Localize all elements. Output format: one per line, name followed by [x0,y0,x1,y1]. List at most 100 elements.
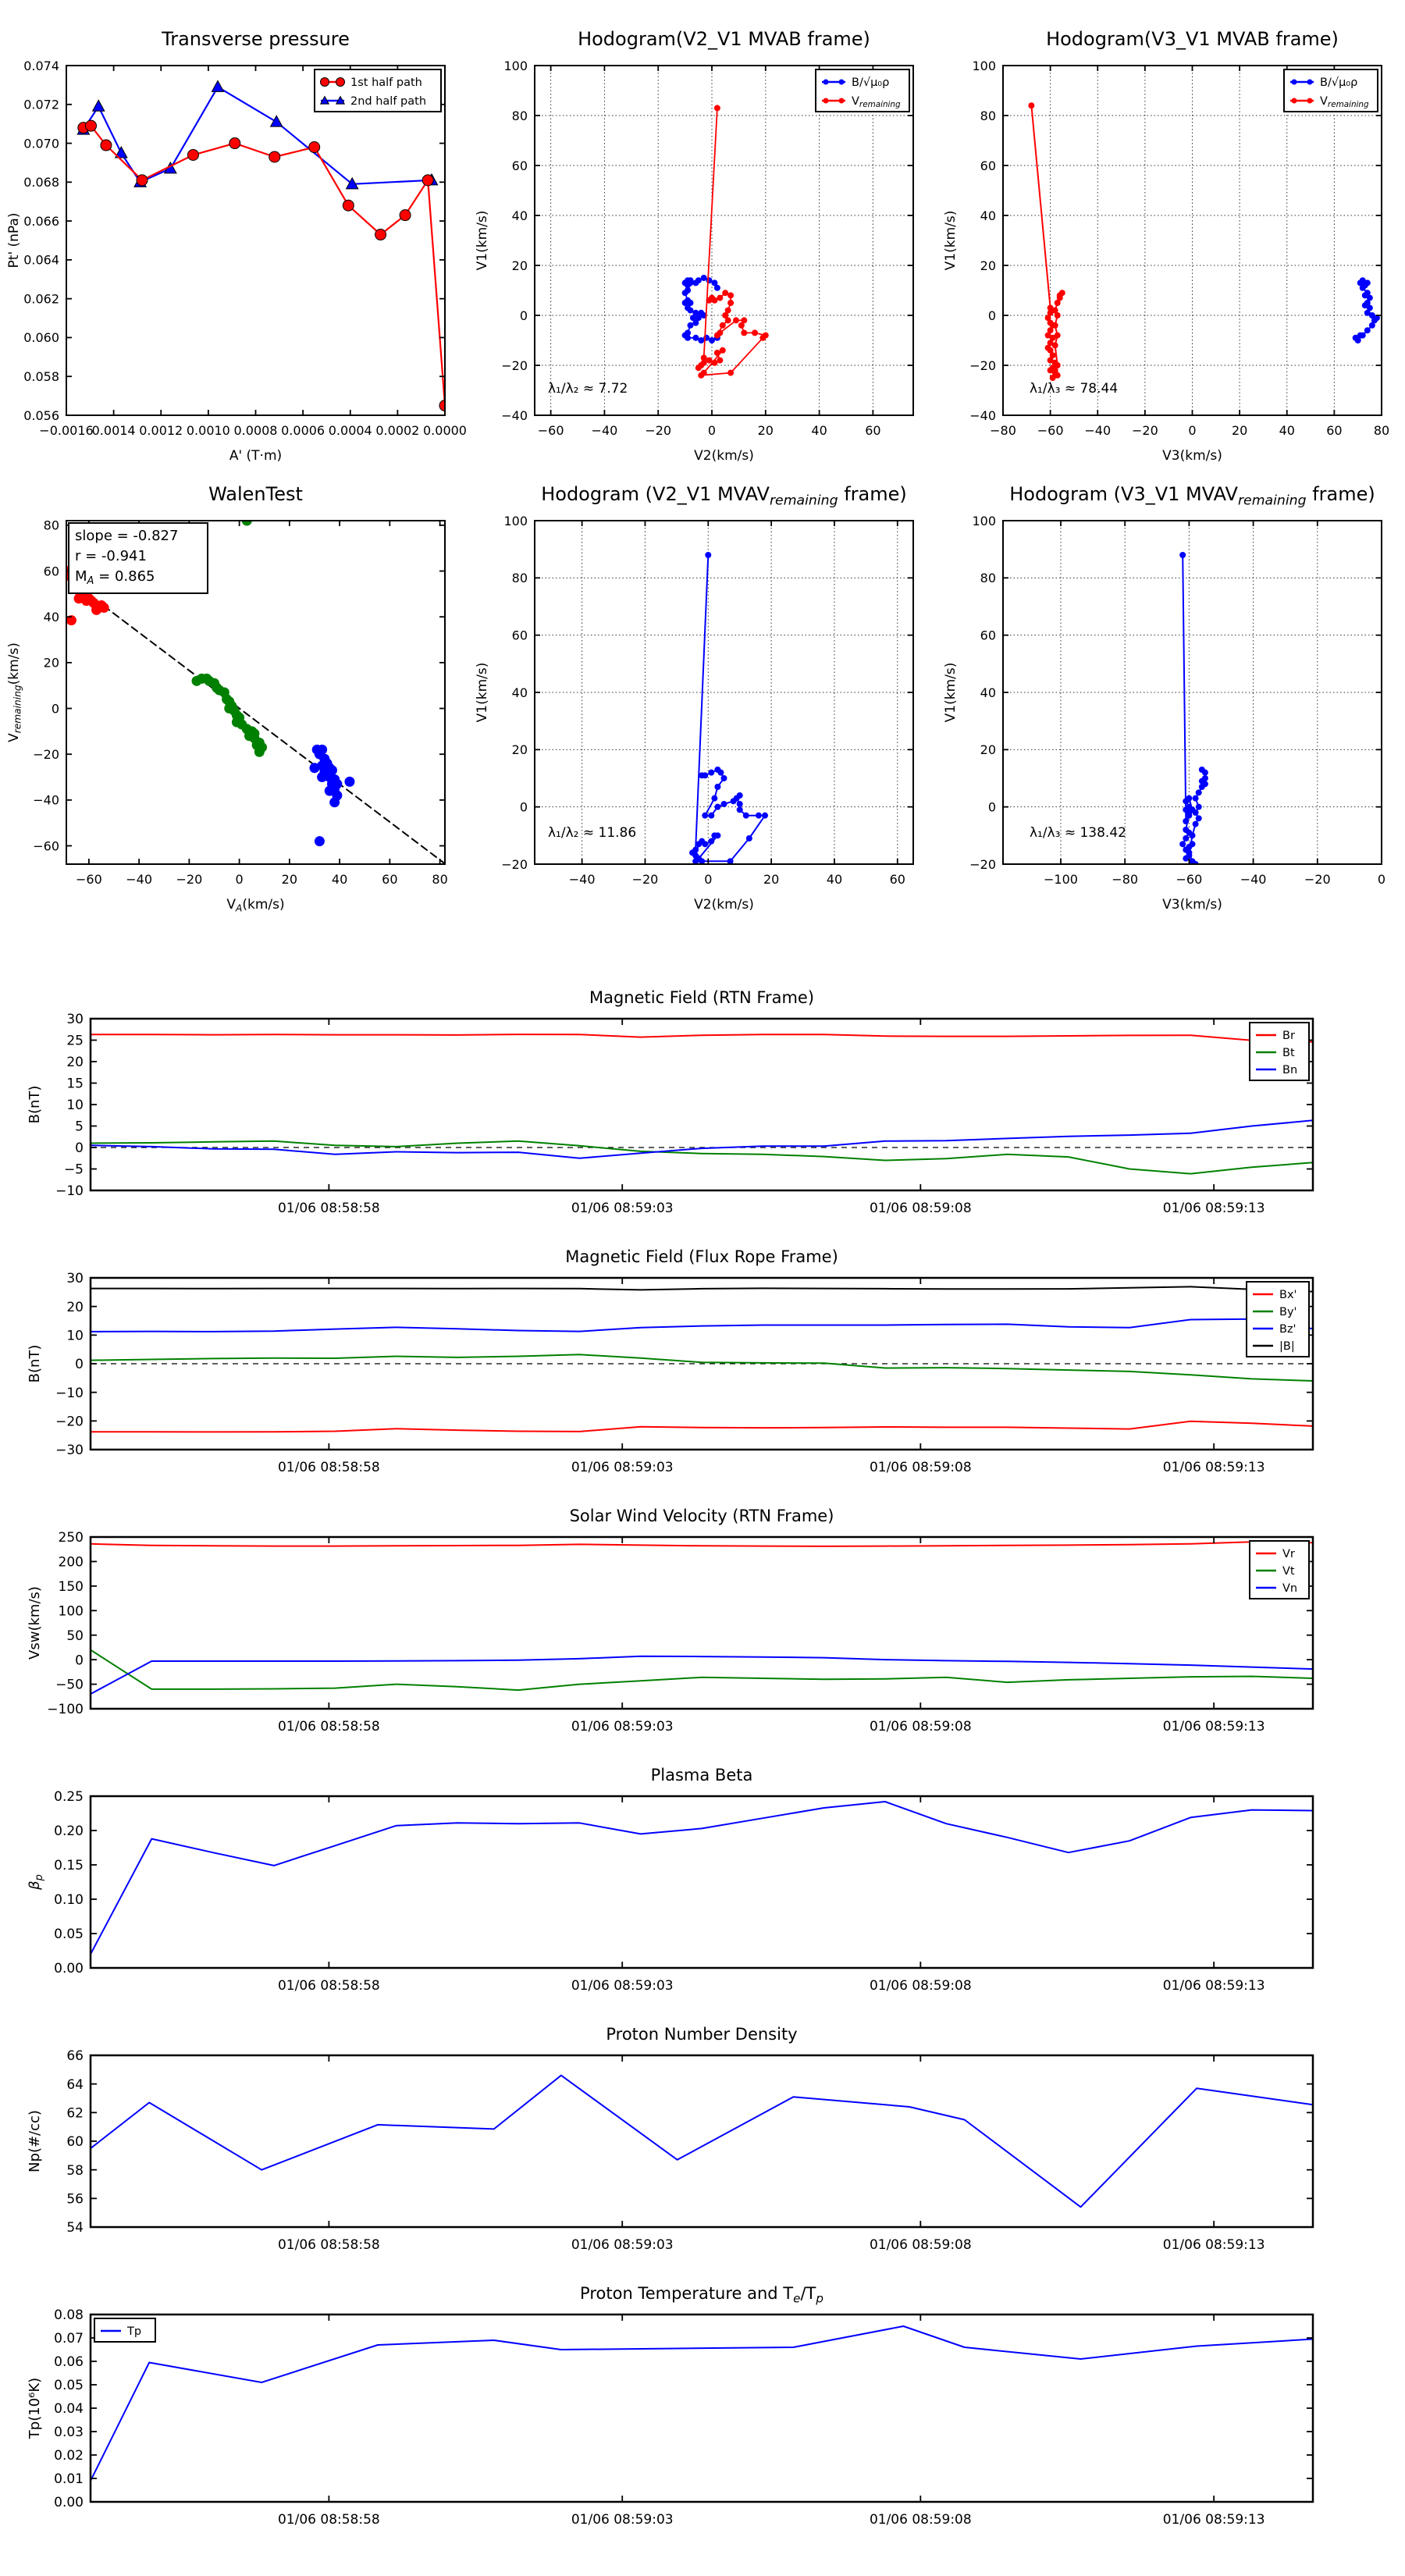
svg-text:Hodogram (V2_V1 MVAVremaining: Hodogram (V2_V1 MVAVremaining frame) [541,483,907,508]
svg-text:01/06 08:59:13: 01/06 08:59:13 [1163,1719,1265,1735]
svg-text:01/06 08:58:58: 01/06 08:58:58 [278,1460,380,1475]
svg-text:54: 54 [66,2220,84,2236]
svg-text:10: 10 [66,1328,84,1343]
svg-text:−60: −60 [33,838,59,853]
svg-text:−40: −40 [33,793,59,808]
svg-text:0.074: 0.074 [23,59,59,73]
svg-text:βp: βp [27,1874,45,1891]
svg-text:−20: −20 [1304,872,1331,887]
svg-text:Magnetic Field (RTN Frame): Magnetic Field (RTN Frame) [589,988,814,1007]
svg-text:0.062: 0.062 [23,291,59,306]
svg-text:100: 100 [503,59,528,73]
svg-text:0: 0 [75,1140,84,1156]
svg-text:−20: −20 [55,1414,84,1429]
svg-text:Hodogram(V3_V1 MVAB frame): Hodogram(V3_V1 MVAB frame) [1046,28,1339,50]
svg-text:0: 0 [988,308,996,323]
svg-text:0.0006: 0.0006 [281,423,325,438]
svg-text:80: 80 [512,571,528,585]
svg-text:60: 60 [44,564,59,578]
svg-text:60: 60 [512,628,528,642]
svg-text:Hodogram(V2_V1 MVAB frame): Hodogram(V2_V1 MVAB frame) [578,28,870,50]
chart-walen-test: −60 −40 −20 0 20 40 60 80 −60 −40 −20 0 20 40 60 80 Wale… [6,483,448,914]
svg-text:−40: −40 [501,408,528,423]
svg-text:0.0004: 0.0004 [329,423,372,438]
svg-text:0.10: 0.10 [54,1892,84,1908]
svg-text:20: 20 [980,742,996,757]
svg-text:60: 60 [980,628,996,642]
svg-text:60: 60 [382,872,397,887]
svg-text:By': By' [1279,1306,1297,1318]
svg-text:−20: −20 [969,857,996,872]
svg-text:100: 100 [972,514,996,528]
chart-hodogram-v2v1-mvab: −60 −40 −20 0 20 40 60 −40 −20 0 20 40 60 80 100 Hodogr… [475,28,914,464]
svg-text:0.02: 0.02 [54,2448,84,2464]
svg-text:20: 20 [763,872,779,887]
svg-text:Np(#/cc): Np(#/cc) [27,2110,43,2172]
svg-text:62: 62 [66,2105,84,2121]
svg-text:40: 40 [827,872,842,887]
svg-text:−20: −20 [645,423,671,438]
svg-text:0: 0 [75,1653,84,1668]
chart-solar-wind-velocity: 01/06 08:58:58 01/06 08:59:03 01/06 08:59:… [27,1507,1314,1735]
svg-text:0.04: 0.04 [54,2401,84,2417]
svg-text:58: 58 [66,2163,84,2179]
svg-text:V1(km/s): V1(km/s) [943,211,959,271]
svg-text:−60: −60 [76,872,102,887]
svg-text:25: 25 [66,1034,84,1049]
svg-text:200: 200 [59,1555,84,1571]
svg-text:0: 0 [236,872,244,887]
svg-text:−40: −40 [569,872,596,887]
svg-text:VA(km/s): VA(km/s) [226,897,284,914]
svg-text:Pt' (nPa): Pt' (nPa) [6,213,22,269]
svg-text:30: 30 [66,1012,84,1027]
svg-text:80: 80 [1374,423,1389,438]
svg-text:01/06 08:59:08: 01/06 08:59:08 [870,1460,972,1475]
svg-text:0.20: 0.20 [54,1823,84,1839]
svg-text:−60: −60 [1176,872,1203,887]
svg-text:60: 60 [66,2134,84,2150]
svg-text:V1(km/s): V1(km/s) [475,211,490,271]
svg-text:01/06 08:59:08: 01/06 08:59:08 [870,1978,972,1994]
svg-text:Vt: Vt [1282,1565,1295,1578]
svg-text:01/06 08:59:13: 01/06 08:59:13 [1163,1460,1265,1475]
svg-text:Transverse pressure: Transverse pressure [161,28,350,50]
svg-text:0: 0 [1188,423,1196,438]
svg-text:0.066: 0.066 [23,214,59,229]
svg-text:01/06 08:58:58: 01/06 08:58:58 [278,1719,380,1735]
svg-text:100: 100 [972,59,996,73]
svg-text:40: 40 [44,610,59,624]
svg-text:0.064: 0.064 [23,253,59,268]
svg-text:V2(km/s): V2(km/s) [694,448,754,464]
svg-text:−50: −50 [55,1678,84,1693]
svg-text:λ₁/λ₂ ≈ 7.72: λ₁/λ₂ ≈ 7.72 [548,381,628,397]
svg-text:01/06 08:58:58: 01/06 08:58:58 [278,2512,380,2528]
svg-text:01/06 08:59:03: 01/06 08:59:03 [571,1719,674,1735]
svg-text:Vr: Vr [1282,1548,1295,1560]
svg-text:V1(km/s): V1(km/s) [943,663,959,723]
svg-text:01/06 08:59:08: 01/06 08:59:08 [870,2512,972,2528]
svg-text:0.08: 0.08 [54,2307,84,2323]
svg-text:01/06 08:59:03: 01/06 08:59:03 [571,1460,674,1475]
svg-text:100: 100 [503,514,528,528]
svg-text:15: 15 [66,1076,84,1092]
svg-text:0: 0 [988,799,996,814]
svg-text:Vremaining: Vremaining [1320,95,1369,109]
svg-text:0.15: 0.15 [54,1858,84,1873]
svg-text:−20: −20 [501,358,528,373]
svg-text:40: 40 [980,208,996,223]
svg-text:Magnetic Field (Flux Rope Fram: Magnetic Field (Flux Rope Frame) [565,1247,838,1266]
svg-text:B/√μ₀ρ: B/√μ₀ρ [1320,76,1357,89]
svg-text:40: 40 [811,423,827,438]
svg-text:01/06 08:59:08: 01/06 08:59:08 [870,2237,972,2253]
svg-text:64: 64 [66,2077,84,2093]
svg-text:20: 20 [1232,423,1247,438]
svg-text:0.070: 0.070 [23,136,59,151]
svg-text:60: 60 [865,423,880,438]
svg-text:10: 10 [66,1098,84,1113]
svg-text:80: 80 [980,109,996,123]
svg-text:−60: −60 [538,423,564,438]
svg-text:0.07: 0.07 [54,2331,84,2347]
svg-text:λ₁/λ₃ ≈ 138.42: λ₁/λ₃ ≈ 138.42 [1030,825,1126,841]
svg-text:60: 60 [512,158,528,173]
